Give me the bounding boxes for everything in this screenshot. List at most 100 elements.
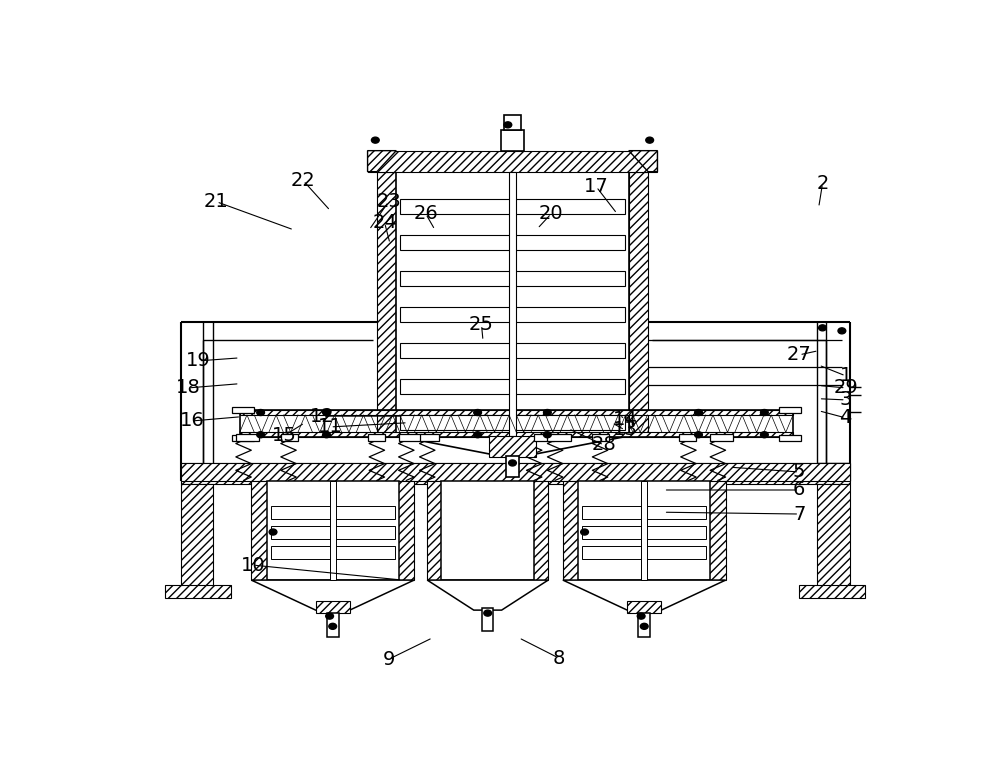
Bar bbox=[377, 172, 396, 436]
Polygon shape bbox=[368, 151, 396, 172]
Circle shape bbox=[257, 432, 264, 438]
Circle shape bbox=[474, 410, 482, 416]
Circle shape bbox=[269, 529, 277, 535]
Bar bbox=[578, 481, 710, 580]
Bar bbox=[641, 481, 647, 580]
Bar bbox=[509, 172, 516, 436]
Bar bbox=[181, 484, 213, 586]
Bar bbox=[534, 434, 554, 441]
Bar bbox=[506, 456, 519, 477]
Bar bbox=[504, 115, 521, 129]
Bar bbox=[396, 172, 629, 436]
Circle shape bbox=[326, 613, 333, 619]
Text: 8: 8 bbox=[553, 649, 565, 668]
Bar bbox=[547, 434, 571, 441]
Circle shape bbox=[637, 613, 645, 619]
Circle shape bbox=[544, 410, 551, 416]
Text: 7: 7 bbox=[793, 505, 805, 523]
Circle shape bbox=[544, 432, 551, 438]
Circle shape bbox=[371, 137, 379, 144]
Text: 13: 13 bbox=[612, 420, 637, 439]
Circle shape bbox=[323, 410, 330, 416]
Bar bbox=[236, 434, 259, 441]
Text: 25: 25 bbox=[469, 315, 494, 335]
Bar bbox=[251, 481, 268, 580]
Text: 18: 18 bbox=[176, 378, 201, 397]
Bar bbox=[638, 613, 650, 637]
Bar bbox=[232, 434, 254, 441]
Text: 16: 16 bbox=[180, 411, 205, 431]
Bar bbox=[400, 415, 625, 430]
Text: 23: 23 bbox=[376, 192, 401, 211]
Polygon shape bbox=[563, 580, 726, 610]
Bar bbox=[710, 434, 733, 441]
Text: 20: 20 bbox=[539, 204, 564, 223]
Bar bbox=[330, 481, 336, 580]
Bar bbox=[779, 434, 801, 441]
Text: 11: 11 bbox=[318, 417, 343, 437]
Circle shape bbox=[819, 324, 826, 331]
Bar bbox=[799, 585, 865, 598]
Circle shape bbox=[474, 432, 482, 438]
Bar bbox=[427, 481, 443, 580]
Text: 22: 22 bbox=[291, 171, 316, 190]
Bar bbox=[271, 546, 395, 559]
Text: 3: 3 bbox=[840, 391, 852, 410]
Text: 19: 19 bbox=[186, 351, 211, 370]
Bar bbox=[240, 410, 793, 437]
Bar bbox=[533, 481, 548, 580]
Circle shape bbox=[695, 432, 702, 438]
Bar bbox=[165, 585, 231, 598]
Circle shape bbox=[329, 623, 337, 629]
Bar bbox=[563, 481, 580, 580]
Circle shape bbox=[646, 137, 654, 144]
Bar bbox=[582, 546, 706, 559]
Polygon shape bbox=[629, 151, 657, 172]
Text: 1: 1 bbox=[840, 367, 852, 385]
Bar bbox=[400, 199, 625, 214]
Bar bbox=[501, 129, 524, 151]
Text: 4: 4 bbox=[840, 409, 852, 427]
Polygon shape bbox=[396, 436, 629, 454]
Circle shape bbox=[581, 529, 588, 535]
Bar bbox=[397, 481, 414, 580]
Bar bbox=[779, 406, 801, 413]
Text: 17: 17 bbox=[584, 177, 609, 197]
Bar bbox=[281, 434, 298, 441]
Circle shape bbox=[640, 623, 648, 629]
Circle shape bbox=[838, 328, 846, 334]
Circle shape bbox=[509, 460, 516, 466]
Text: 6: 6 bbox=[793, 480, 805, 499]
Circle shape bbox=[257, 410, 264, 416]
Circle shape bbox=[504, 122, 512, 128]
Bar bbox=[482, 608, 493, 631]
Bar bbox=[232, 406, 254, 413]
Bar bbox=[181, 463, 850, 484]
Bar bbox=[400, 235, 625, 250]
Bar bbox=[400, 343, 625, 358]
Bar bbox=[679, 434, 696, 441]
Bar bbox=[271, 526, 395, 539]
Text: 15: 15 bbox=[271, 427, 296, 445]
Bar bbox=[627, 601, 661, 613]
Text: 27: 27 bbox=[787, 346, 812, 364]
Bar bbox=[709, 481, 726, 580]
Circle shape bbox=[695, 410, 702, 416]
Polygon shape bbox=[251, 580, 414, 610]
Bar bbox=[489, 436, 536, 457]
Bar bbox=[271, 506, 395, 519]
Bar bbox=[368, 151, 657, 172]
Text: 12: 12 bbox=[310, 406, 335, 426]
Bar bbox=[592, 434, 609, 441]
Bar bbox=[441, 481, 534, 580]
Text: 26: 26 bbox=[413, 204, 438, 223]
Text: 21: 21 bbox=[204, 192, 229, 211]
Bar bbox=[326, 613, 339, 637]
Bar bbox=[582, 506, 706, 519]
Bar bbox=[629, 172, 648, 436]
Text: 10: 10 bbox=[241, 555, 265, 575]
Bar bbox=[400, 379, 625, 394]
Bar bbox=[316, 601, 350, 613]
Bar bbox=[368, 434, 385, 441]
Polygon shape bbox=[427, 580, 548, 610]
